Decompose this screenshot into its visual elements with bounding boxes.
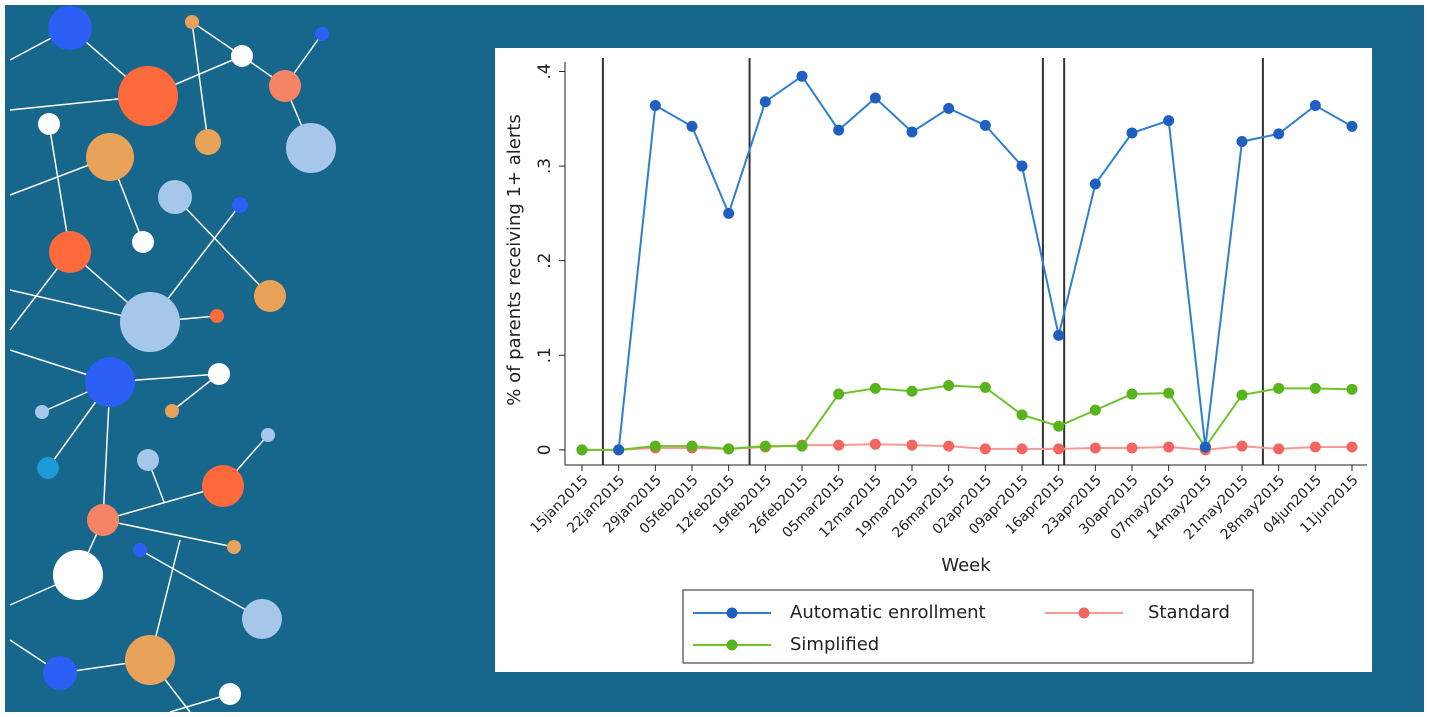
data-point (1347, 384, 1358, 395)
legend-label: Simplified (790, 634, 879, 655)
data-point (577, 444, 588, 455)
data-point (650, 441, 661, 452)
data-point (1237, 136, 1248, 147)
data-point (980, 443, 991, 454)
data-point (797, 71, 808, 82)
x-axis-label: Week (941, 555, 991, 576)
data-point (980, 382, 991, 393)
data-point (723, 208, 734, 219)
data-point (760, 441, 771, 452)
data-point (1163, 115, 1174, 126)
data-point (1053, 443, 1064, 454)
data-point (907, 440, 918, 451)
y-tick-label: .1 (535, 347, 555, 363)
data-point (833, 389, 844, 400)
data-point (1273, 128, 1284, 139)
data-point (1273, 383, 1284, 394)
data-point (870, 92, 881, 103)
data-point (1347, 442, 1358, 453)
data-point (1090, 179, 1101, 190)
data-point (650, 100, 661, 111)
data-point (613, 444, 624, 455)
data-point (870, 383, 881, 394)
legend-label: Automatic enrollment (790, 602, 986, 623)
y-tick-label: 0 (535, 444, 555, 455)
data-point (833, 125, 844, 136)
data-point (1310, 100, 1321, 111)
data-point (1163, 442, 1174, 453)
data-point (723, 443, 734, 454)
data-point (1310, 383, 1321, 394)
data-point (907, 386, 918, 397)
data-point (907, 127, 918, 138)
data-point (797, 441, 808, 452)
page: % of parents receiving 1+ alerts Week 0.… (0, 0, 1429, 717)
y-tick-label: .4 (535, 63, 555, 79)
y-tick-label: .3 (535, 158, 555, 174)
data-point (1273, 443, 1284, 454)
data-point (1127, 389, 1138, 400)
y-tick-label: .2 (535, 253, 555, 269)
data-point (943, 441, 954, 452)
legend-label: Standard (1148, 602, 1230, 623)
data-point (687, 121, 698, 132)
data-point (980, 120, 991, 131)
data-point (1017, 409, 1028, 420)
data-point (1237, 389, 1248, 400)
data-point (943, 380, 954, 391)
data-point (1127, 127, 1138, 138)
y-axis-label: % of parents receiving 1+ alerts (504, 114, 525, 405)
data-point (1017, 161, 1028, 172)
data-point (1090, 442, 1101, 453)
data-point (1237, 441, 1248, 452)
slide: % of parents receiving 1+ alerts Week 0.… (0, 0, 1429, 717)
data-point (687, 441, 698, 452)
data-point (1017, 443, 1028, 454)
data-point (1127, 442, 1138, 453)
legend-marker (727, 608, 738, 619)
data-point (1310, 442, 1321, 453)
data-point (760, 96, 771, 107)
data-point (1200, 442, 1211, 453)
data-point (1163, 388, 1174, 399)
data-point (1053, 330, 1064, 341)
data-point (833, 440, 844, 451)
legend-marker (727, 640, 738, 651)
data-point (1053, 421, 1064, 432)
data-point (1347, 121, 1358, 132)
data-point (1090, 405, 1101, 416)
legend-marker (1079, 608, 1090, 619)
data-point (870, 439, 881, 450)
data-point (943, 103, 954, 114)
